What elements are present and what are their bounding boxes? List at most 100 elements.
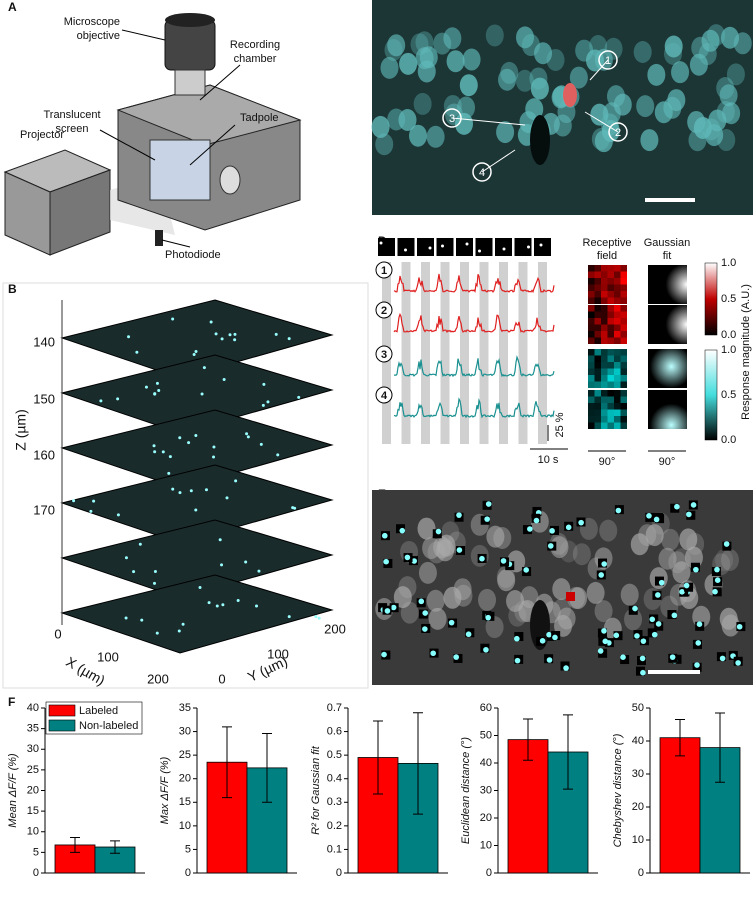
rf-cell <box>620 337 627 344</box>
y-tick-label: 0 <box>638 867 644 879</box>
y-tick-label: 0.5 <box>327 749 342 761</box>
rf-cell <box>594 284 601 291</box>
rf-spot <box>649 616 656 623</box>
rf-spot <box>465 631 472 638</box>
rf-spot <box>714 577 721 583</box>
rf-cell <box>607 318 614 325</box>
rf-thumbnail <box>566 592 575 601</box>
cell-spot <box>246 435 250 439</box>
rf-spot <box>422 610 428 616</box>
cell-body <box>515 69 534 92</box>
rf-cell <box>614 349 621 356</box>
rf-cell <box>594 422 601 429</box>
rf-cell <box>614 396 621 403</box>
rf-cell <box>594 403 601 410</box>
y-tick-label: 25 <box>27 764 39 776</box>
rf-cell <box>614 403 621 410</box>
cell-spot <box>202 366 206 370</box>
colorbar-tick: 0.5 <box>721 389 736 401</box>
rf-cell <box>601 368 608 375</box>
error-bar <box>110 840 120 854</box>
rf-cell <box>601 403 608 410</box>
cell-body <box>497 569 516 592</box>
cell-spot <box>116 513 120 517</box>
cell-body <box>433 536 452 559</box>
rf-cell <box>594 278 601 285</box>
rf-spot <box>686 511 692 518</box>
cell-spot <box>178 491 182 495</box>
cell-spot <box>89 509 93 513</box>
error-bar <box>413 712 423 815</box>
stimulus-frame <box>397 238 415 256</box>
cell-body <box>679 528 698 551</box>
cell-body <box>417 517 436 540</box>
rf-spot <box>683 582 690 589</box>
gaussian-fit <box>648 390 687 429</box>
z-tick-label: 140 <box>33 334 55 349</box>
cell-body <box>443 27 462 50</box>
cell-body <box>506 590 525 613</box>
cell-body <box>559 540 578 563</box>
cell-body <box>726 63 745 86</box>
colorbar <box>704 349 718 441</box>
rf-cell <box>620 416 627 423</box>
rf-spot <box>483 646 489 653</box>
column-title: Gaussian <box>644 237 690 249</box>
cell-spot <box>255 604 259 608</box>
stimulus-dot <box>478 249 481 253</box>
cell-spot <box>212 445 216 449</box>
rf-cell <box>594 305 601 312</box>
rf-cell <box>607 349 614 356</box>
panel-label: F <box>8 695 15 709</box>
panel-label: B <box>8 282 17 296</box>
cell-marker <box>472 162 492 182</box>
y-tick-label: 0.2 <box>327 820 342 832</box>
stimulus-frame <box>514 238 532 256</box>
angle-label: 90° <box>659 456 676 468</box>
rf-thumbnail <box>647 628 657 638</box>
cell-body <box>387 108 406 131</box>
response-trace <box>393 397 555 419</box>
rf-spot <box>381 532 388 539</box>
annotation: Tadpole <box>240 112 279 124</box>
rf-cell <box>594 297 601 304</box>
rf-cell <box>614 324 621 331</box>
rf-spot <box>690 502 697 508</box>
cell-spot <box>187 441 191 445</box>
y-tick-label: 200 <box>324 621 346 636</box>
annotation: Recording <box>230 39 280 51</box>
cell-body <box>529 67 548 90</box>
y-tick-label: 40 <box>27 702 39 714</box>
cell-spot <box>124 616 128 620</box>
cell-spot <box>168 455 172 459</box>
stimulus-dot <box>465 242 469 246</box>
rf-cell <box>601 349 608 356</box>
rf-thumbnail <box>598 648 608 658</box>
cell-body <box>500 61 519 84</box>
colorbar-tick: 1.0 <box>721 257 736 269</box>
cell-body <box>599 519 618 542</box>
rf-spot <box>735 660 741 666</box>
rf-cell <box>614 337 621 344</box>
rf-cell <box>601 375 608 382</box>
rf-spot <box>671 612 678 619</box>
stimulus-stripe <box>440 262 450 444</box>
cell-spot <box>138 542 142 546</box>
cell-body <box>485 616 504 639</box>
rf-cell <box>594 390 601 397</box>
rf-thumbnail <box>635 666 645 676</box>
cell-spot <box>198 586 202 590</box>
rf-cell <box>620 324 627 331</box>
stimulus-dot <box>428 246 432 250</box>
rf-spot <box>712 588 718 595</box>
cell-number: 3 <box>449 113 455 125</box>
labeled-cell <box>563 83 577 107</box>
cell-spot <box>167 471 171 475</box>
annotation: chamber <box>234 53 277 65</box>
rf-spot <box>640 669 646 676</box>
cell-spot <box>171 317 175 321</box>
rf-spot <box>714 566 720 573</box>
y-tick-label: 60 <box>480 702 492 714</box>
rf-spot <box>418 598 425 605</box>
cell-spot <box>257 569 261 573</box>
